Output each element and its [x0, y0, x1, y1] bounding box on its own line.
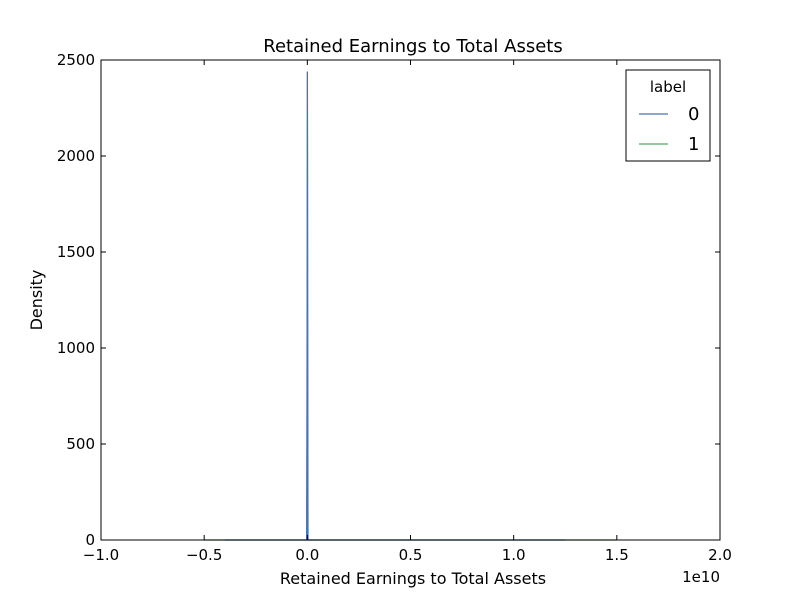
y-tick-label: 2000 — [57, 147, 95, 165]
x-offset-label: 1e10 — [682, 568, 720, 586]
x-tick-label: 1.0 — [502, 546, 526, 564]
legend-entry-0: 0 — [688, 104, 699, 125]
legend-entry-1: 1 — [688, 134, 699, 155]
y-tick-label: 500 — [66, 435, 95, 453]
x-tick-label: 0.5 — [399, 546, 423, 564]
x-axis: −1.0 −0.5 0.0 0.5 1.0 1.5 2.0 — [83, 60, 732, 564]
y-tick-label: 2500 — [57, 51, 95, 69]
y-axis: 0 500 1000 1500 2000 2500 — [57, 51, 720, 549]
chart-title: Retained Earnings to Total Assets — [263, 36, 562, 57]
series-layer — [204, 71, 617, 541]
x-tick-label: −1.0 — [83, 546, 119, 564]
legend-title: label — [650, 78, 686, 96]
legend: label 0 1 — [625, 69, 711, 162]
x-tick-label: 0.0 — [295, 546, 319, 564]
x-axis-label: Retained Earnings to Total Assets — [280, 569, 546, 588]
x-tick-label: 2.0 — [708, 546, 732, 564]
x-tick-label: −0.5 — [186, 546, 222, 564]
y-tick-label: 0 — [85, 531, 95, 549]
y-tick-label: 1500 — [57, 243, 95, 261]
x-tick-label: 1.5 — [605, 546, 629, 564]
legend-box — [625, 69, 711, 162]
series-line-1 — [204, 267, 617, 541]
series-line-0 — [224, 71, 566, 541]
y-tick-label: 1000 — [57, 339, 95, 357]
y-axis-label: Density — [27, 270, 46, 331]
